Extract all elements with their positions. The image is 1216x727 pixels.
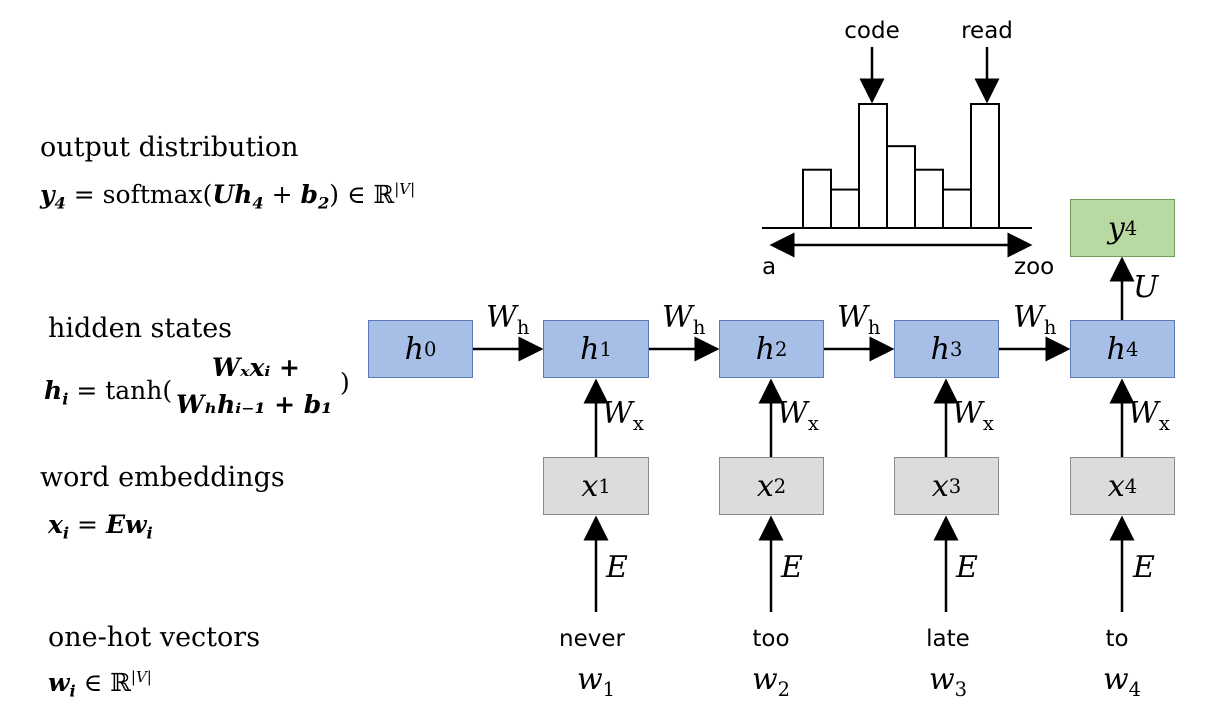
edge-label-Wx-4: Wx [1128, 396, 1170, 435]
peak-label-code: code [844, 18, 900, 44]
word-embeddings-label: word embeddings [40, 462, 285, 493]
edge-label-Wh-4: Wh [1013, 300, 1057, 339]
edge-label-Wx-1: Wx [602, 396, 644, 435]
histogram-bar-1 [830, 188, 860, 229]
axis-end-label: zoo [1014, 254, 1055, 280]
histogram-bar-2 [858, 103, 888, 229]
edge-label-U: U [1133, 270, 1159, 305]
word-var-w3: w3 [928, 662, 968, 701]
output-formula: y4 = softmax(Uh4 + b2) ∈ ℝ|V| [40, 180, 416, 213]
one-hot-vectors-label: one-hot vectors [48, 622, 261, 653]
embed-formula: xi = Ewi [48, 510, 153, 543]
histogram-bar-4 [914, 168, 944, 229]
axis-start-label: a [762, 254, 777, 280]
word-var-w1: w1 [576, 662, 616, 701]
histogram-bar-5 [942, 188, 972, 229]
histogram-bar-6 [970, 103, 1000, 229]
word-too: too [752, 626, 790, 652]
edge-label-Wh-3: Wh [837, 300, 881, 339]
edge-label-Wx-3: Wx [952, 396, 994, 435]
word-var-w2: w2 [751, 662, 791, 701]
edge-label-Wx-2: Wx [777, 396, 819, 435]
histogram-bars [802, 103, 1000, 229]
edge-label-E-3: E [956, 550, 978, 585]
histogram-bar-3 [886, 145, 916, 229]
edge-label-E-1: E [606, 550, 628, 585]
hidden-states-label: hidden states [48, 313, 233, 344]
edge-label-E-4: E [1133, 550, 1155, 585]
histogram-bar-0 [802, 168, 832, 229]
edge-label-Wh-1: Wh [486, 300, 530, 339]
output-distribution-label: output distribution [40, 132, 299, 163]
onehot-formula: wi ∈ ℝ|V| [48, 668, 152, 701]
word-late: late [926, 626, 970, 652]
edge-label-E-2: E [781, 550, 803, 585]
word-to: to [1105, 626, 1129, 652]
peak-label-read: read [961, 18, 1013, 44]
word-never: never [559, 626, 625, 652]
edge-label-Wh-2: Wh [662, 300, 706, 339]
word-var-w4: w4 [1102, 662, 1142, 701]
